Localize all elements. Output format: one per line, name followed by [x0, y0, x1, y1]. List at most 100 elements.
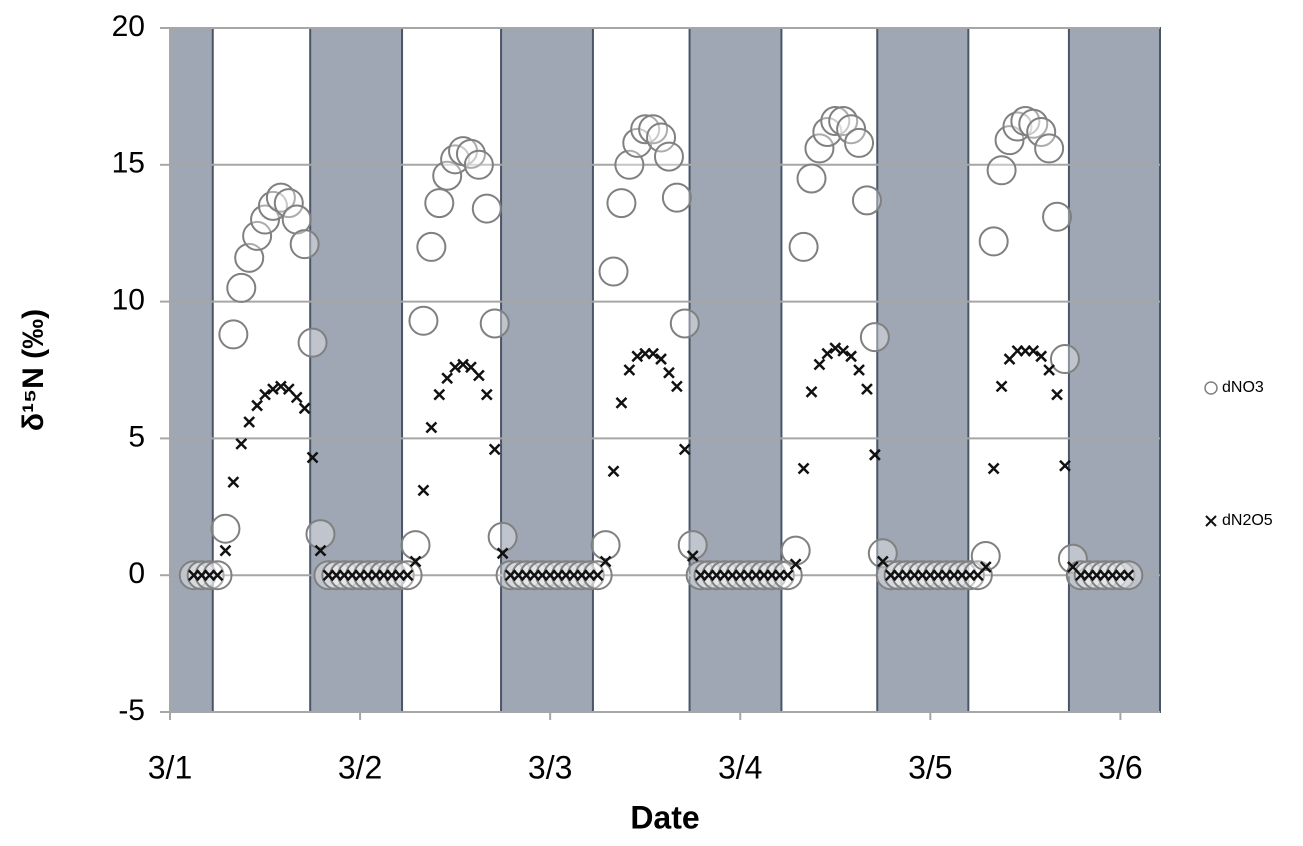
data-point [471, 193, 502, 224]
data-point [219, 544, 232, 557]
data-point [653, 141, 684, 172]
legend-label: dNO3 [1222, 379, 1264, 396]
data-point [1042, 201, 1073, 232]
data-point [1057, 543, 1088, 574]
data-point [599, 555, 612, 568]
data-point [416, 231, 447, 262]
data-point [591, 569, 604, 582]
x-tick-label: 3/2 [338, 749, 382, 785]
data-point [425, 421, 438, 434]
legend-symbol [1204, 381, 1218, 395]
data-point [306, 451, 319, 464]
data-point [314, 544, 327, 557]
x-tick-label: 3/4 [718, 749, 762, 785]
data-point [211, 569, 224, 582]
data-point [243, 416, 256, 428]
data-point [1059, 459, 1071, 472]
data-point [1026, 116, 1057, 147]
data-point [273, 188, 304, 219]
data-point [235, 437, 248, 450]
data-point [607, 465, 620, 478]
data-point [678, 443, 691, 456]
data-point [670, 380, 683, 393]
y-tick-label: 15 [112, 147, 145, 180]
data-point [986, 155, 1017, 186]
data-point [226, 272, 257, 303]
data-point [851, 185, 882, 216]
data-point [424, 188, 455, 219]
y-tick-label: -5 [118, 694, 145, 727]
data-point [218, 319, 249, 350]
data-point [837, 344, 850, 357]
data-point [267, 383, 279, 396]
data-point [298, 402, 311, 415]
data-point [463, 149, 494, 180]
data-point [979, 561, 992, 573]
night-band [169, 27, 214, 713]
night-band [688, 27, 783, 713]
data-point [1034, 133, 1065, 164]
x-axis-label: Date [630, 799, 699, 835]
data-point [401, 569, 414, 582]
data-point [488, 443, 501, 456]
data-point [598, 256, 629, 287]
data-point [496, 547, 509, 560]
data-point [259, 388, 271, 401]
data-point [433, 388, 446, 401]
data-point [417, 484, 430, 497]
data-point [859, 322, 890, 353]
data-point [1122, 569, 1135, 582]
data-point [615, 396, 628, 409]
data-point [796, 163, 827, 194]
data-point [1049, 344, 1080, 375]
data-point [479, 308, 510, 339]
data-point [472, 369, 485, 382]
data-point [845, 350, 858, 363]
data-point [669, 308, 700, 339]
data-point [623, 364, 636, 376]
data-point [813, 358, 826, 371]
night-band [876, 27, 970, 713]
data-point [844, 127, 875, 158]
data-point [978, 226, 1009, 257]
legend-label: dN2O5 [1222, 512, 1273, 529]
x-tick-label: 3/5 [908, 749, 952, 785]
data-point [647, 347, 660, 360]
data-point [297, 327, 328, 358]
data-point [227, 476, 240, 489]
data-point [821, 347, 834, 360]
data-point [853, 364, 865, 376]
data-point [829, 342, 842, 354]
data-point [400, 530, 431, 561]
data-point [432, 160, 463, 191]
data-point [289, 229, 320, 260]
legend-symbol [1205, 515, 1217, 527]
y-tick-label: 20 [112, 10, 145, 43]
data-point [1027, 344, 1040, 357]
data-point [995, 380, 1008, 393]
data-point [290, 391, 303, 404]
data-point [876, 555, 889, 568]
data-point [631, 350, 644, 363]
data-point [274, 380, 287, 393]
data-point [686, 550, 699, 562]
data-point [590, 530, 621, 561]
data-point [804, 133, 835, 164]
data-point [242, 220, 273, 251]
data-point [449, 361, 462, 374]
data-point [661, 182, 692, 213]
y-tick-label: 5 [128, 420, 145, 453]
x-tick-label: 3/1 [148, 749, 192, 785]
data-point [789, 558, 802, 571]
data-point [480, 388, 493, 401]
data-point [1051, 388, 1063, 401]
data-point [788, 231, 819, 262]
data-point [655, 353, 667, 365]
data-point [630, 114, 661, 145]
data-point [646, 122, 677, 153]
data-point [805, 386, 818, 398]
y-tick-label: 10 [112, 284, 145, 317]
data-point [210, 513, 241, 544]
data-point [797, 462, 810, 475]
